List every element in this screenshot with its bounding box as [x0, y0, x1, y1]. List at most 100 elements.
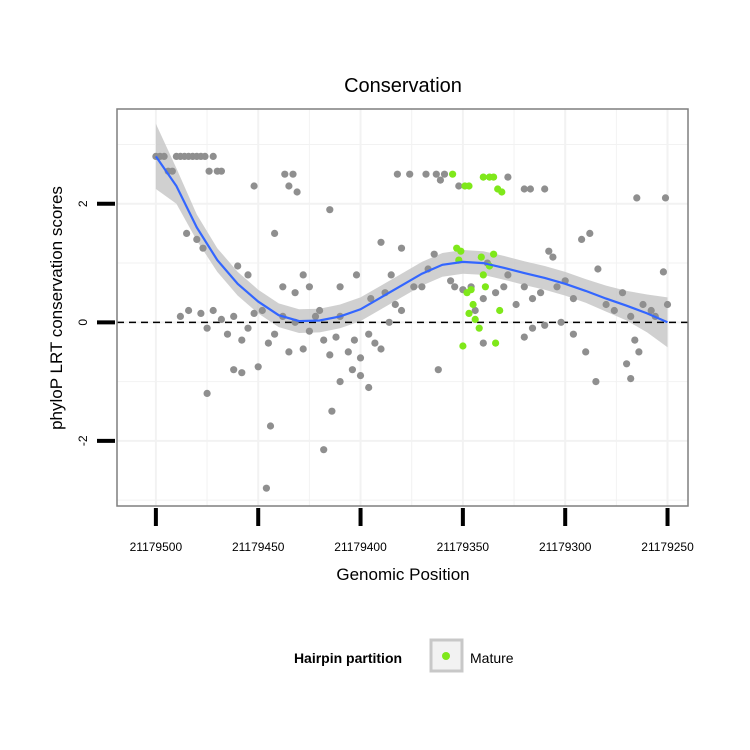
other-point [193, 235, 201, 243]
other-point [492, 289, 500, 297]
other-point [238, 369, 246, 377]
other-point [627, 375, 635, 383]
other-point [176, 312, 184, 320]
other-point [365, 383, 373, 392]
other-point [635, 348, 643, 356]
other-point [618, 289, 627, 297]
x-tick-label: 21179500 [130, 540, 183, 554]
mature-point [490, 173, 498, 181]
other-point [537, 289, 545, 297]
x-tick-label: 21179400 [334, 540, 387, 554]
other-point [553, 283, 561, 291]
other-point [451, 283, 459, 291]
other-point [578, 235, 586, 243]
other-point [418, 283, 426, 291]
other-point [244, 324, 252, 332]
other-points [152, 152, 672, 492]
other-point [209, 152, 217, 160]
y-axis-title: phyloP LRT conservation scores [47, 186, 66, 430]
other-point [371, 339, 379, 347]
other-point [262, 484, 270, 492]
other-point [326, 206, 334, 214]
other-point [397, 306, 406, 315]
other-point [365, 330, 373, 338]
other-point [569, 330, 578, 338]
other-point [305, 327, 313, 335]
other-point [311, 312, 320, 320]
mature-point [479, 173, 487, 181]
other-point [602, 300, 610, 309]
other-point [410, 283, 418, 291]
other-point [526, 185, 535, 193]
smooth-line [154, 155, 668, 324]
other-point [160, 152, 168, 160]
other-point [504, 271, 512, 279]
other-point [289, 170, 297, 178]
other-point [504, 173, 512, 181]
other-point [528, 295, 537, 303]
x-tick-label: 21179250 [641, 540, 694, 554]
other-point [328, 407, 336, 415]
other-point [610, 306, 618, 315]
other-point [203, 324, 211, 332]
mature-point [467, 286, 475, 294]
other-point [557, 318, 565, 326]
other-point [647, 306, 655, 315]
other-point [397, 244, 406, 252]
mature-point [490, 250, 498, 258]
mature-point [469, 300, 477, 309]
x-tick-label: 21179350 [437, 540, 490, 554]
other-point [238, 336, 246, 344]
other-point [183, 229, 191, 237]
other-point [627, 312, 635, 320]
other-point [479, 339, 487, 347]
other-point [316, 306, 324, 315]
other-point [520, 283, 528, 291]
mature-point [475, 324, 483, 332]
legend-label-mature: Mature [470, 650, 514, 666]
mature-point [496, 306, 504, 315]
mature-point [477, 253, 485, 261]
other-point [291, 289, 299, 297]
other-point [440, 170, 449, 178]
other-point [471, 306, 479, 315]
other-point [217, 167, 225, 175]
mature-point [479, 271, 487, 279]
mature-point [457, 247, 465, 255]
mature-point [481, 283, 489, 291]
other-point [663, 300, 672, 309]
other-point [432, 170, 440, 178]
other-point [264, 339, 272, 347]
x-tick-label: 21179300 [539, 540, 592, 554]
other-point [586, 229, 594, 237]
other-point [623, 360, 631, 368]
other-point [356, 354, 365, 362]
other-point [434, 366, 442, 374]
other-point [447, 277, 455, 285]
other-point [436, 176, 444, 184]
legend: Hairpin partition Mature [294, 638, 514, 673]
other-point [254, 363, 262, 371]
other-point [541, 321, 549, 329]
panel-border [116, 108, 689, 507]
y-tick-label: 0 [76, 319, 90, 326]
mature-point [492, 339, 500, 347]
chart-title: Conservation [344, 75, 462, 97]
other-point [199, 244, 207, 252]
mature-point [449, 170, 457, 178]
legend-title: Hairpin partition [294, 650, 402, 666]
other-point [350, 336, 358, 344]
other-point [344, 348, 352, 356]
other-point [545, 247, 553, 255]
other-point [299, 271, 307, 279]
smooth-curve [154, 155, 668, 324]
other-point [285, 182, 293, 190]
other-point [592, 378, 600, 386]
other-point [352, 271, 361, 279]
x-axis: 21179500 21179450 21179400 21179350 21179300… [130, 508, 694, 554]
other-point [569, 295, 578, 303]
other-point [203, 389, 211, 397]
other-point [250, 182, 258, 190]
other-point [393, 170, 401, 178]
other-point [305, 283, 313, 291]
